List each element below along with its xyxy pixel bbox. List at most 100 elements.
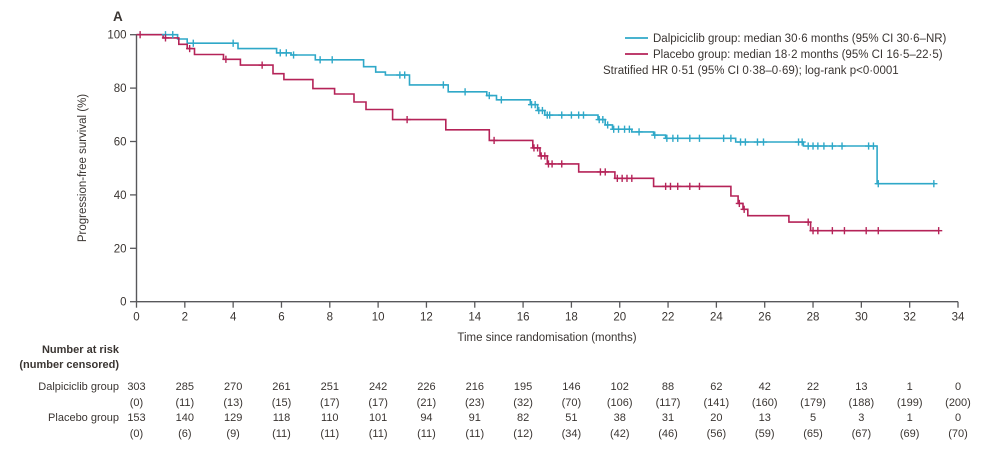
censored-value: (70): [562, 397, 582, 409]
censored-value: (56): [707, 428, 727, 440]
at-risk-value: 153: [127, 412, 145, 424]
at-risk-value: 251: [321, 381, 339, 393]
at-risk-value: 110: [321, 412, 339, 424]
km-curve-placebo: [136, 33, 939, 232]
at-risk-value: 195: [514, 381, 532, 393]
censored-value: (0): [130, 428, 143, 440]
at-risk-value: 51: [565, 412, 577, 424]
legend-label-dalpiciclib: Dalpiciclib group: median 30·6 months (9…: [653, 33, 947, 45]
censored-value: (34): [562, 428, 582, 440]
censored-value: (0): [130, 397, 143, 409]
x-tick-label: 4: [230, 312, 237, 324]
censor-marks: [136, 31, 943, 235]
censored-value: (200): [945, 397, 971, 409]
censored-value: (12): [513, 428, 533, 440]
x-tick-label: 28: [807, 312, 820, 324]
at-risk-value: 5: [810, 412, 816, 424]
x-tick-label: 22: [662, 312, 675, 324]
at-risk-value: 94: [420, 412, 432, 424]
censored-value: (59): [755, 428, 775, 440]
at-risk-value: 102: [611, 381, 629, 393]
at-risk-value: 22: [807, 381, 819, 393]
censored-value: (21): [417, 397, 437, 409]
at-risk-value: 216: [466, 381, 484, 393]
y-tick-label: 40: [114, 190, 127, 202]
y-tick-label: 0: [120, 297, 126, 309]
censored-value: (65): [803, 428, 823, 440]
censored-value: (17): [320, 397, 340, 409]
at-risk-value: 91: [469, 412, 481, 424]
censored-value: (46): [658, 428, 678, 440]
y-tick-label: 100: [107, 30, 126, 42]
censored-value: (70): [948, 428, 968, 440]
at-risk-value: 38: [614, 412, 626, 424]
at-risk-value: 20: [710, 412, 722, 424]
y-tick-label: 80: [114, 83, 127, 95]
censored-value: (160): [752, 397, 778, 409]
at-risk-value: 303: [127, 381, 145, 393]
censored-value: (11): [369, 428, 388, 440]
x-tick-label: 12: [420, 312, 433, 324]
y-tick-label: 20: [114, 243, 127, 255]
at-risk-value: 118: [273, 412, 291, 424]
censored-value: (11): [320, 428, 339, 440]
at-risk-value: 146: [562, 381, 580, 393]
at-risk-value: 3: [858, 412, 864, 424]
censored-value: (11): [465, 428, 484, 440]
censored-value: (117): [656, 397, 681, 409]
x-tick-label: 34: [952, 312, 965, 324]
x-tick-label: 18: [565, 312, 578, 324]
censored-value: (17): [368, 397, 388, 409]
censored-value: (67): [852, 428, 872, 440]
x-tick-label: 8: [327, 312, 333, 324]
censored-value: (23): [465, 397, 485, 409]
at-risk-value: 1: [907, 412, 913, 424]
risk-table-header: Number at risk: [42, 344, 120, 356]
censored-value: (6): [178, 428, 191, 440]
x-tick-label: 2: [182, 312, 188, 324]
censored-value: (69): [900, 428, 920, 440]
at-risk-value: 140: [176, 412, 194, 424]
censored-value: (11): [417, 428, 436, 440]
at-risk-value: 31: [662, 412, 674, 424]
at-risk-value: 226: [417, 381, 435, 393]
at-risk-value: 101: [369, 412, 387, 424]
censored-value: (199): [897, 397, 923, 409]
censored-value: (32): [513, 397, 533, 409]
at-risk-value: 0: [955, 381, 961, 393]
at-risk-value: 261: [272, 381, 290, 393]
panel-label: A: [113, 9, 123, 24]
censored-value: (9): [226, 428, 239, 440]
at-risk-value: 0: [955, 412, 961, 424]
at-risk-value: 13: [759, 412, 771, 424]
x-axis-label: Time since randomisation (months): [457, 332, 636, 344]
x-tick-label: 10: [372, 312, 385, 324]
censored-value: (141): [704, 397, 730, 409]
at-risk-value: 42: [759, 381, 771, 393]
censored-value: (15): [272, 397, 292, 409]
at-risk-value: 1: [907, 381, 913, 393]
legend-label-placebo: Placebo group: median 18·2 months (95% C…: [653, 49, 943, 61]
censored-value: (106): [607, 397, 633, 409]
x-tick-label: 30: [855, 312, 868, 324]
x-tick-label: 16: [517, 312, 530, 324]
censored-value: (11): [272, 428, 291, 440]
x-tick-label: 26: [758, 312, 771, 324]
x-tick-label: 0: [133, 312, 139, 324]
at-risk-value: 88: [662, 381, 674, 393]
at-risk-value: 285: [176, 381, 194, 393]
at-risk-value: 270: [224, 381, 242, 393]
at-risk-value: 129: [224, 412, 242, 424]
risk-row-label: Placebo group: [48, 412, 119, 424]
at-risk-value: 62: [710, 381, 722, 393]
x-tick-label: 14: [468, 312, 481, 324]
at-risk-value: 242: [369, 381, 387, 393]
risk-row-label: Dalpiciclib group: [38, 381, 119, 393]
stratified-hr-note: Stratified HR 0·51 (95% CI 0·38–0·69); l…: [603, 65, 899, 77]
censored-value: (42): [610, 428, 630, 440]
censored-value: (11): [175, 397, 194, 409]
censored-value: (13): [223, 397, 243, 409]
